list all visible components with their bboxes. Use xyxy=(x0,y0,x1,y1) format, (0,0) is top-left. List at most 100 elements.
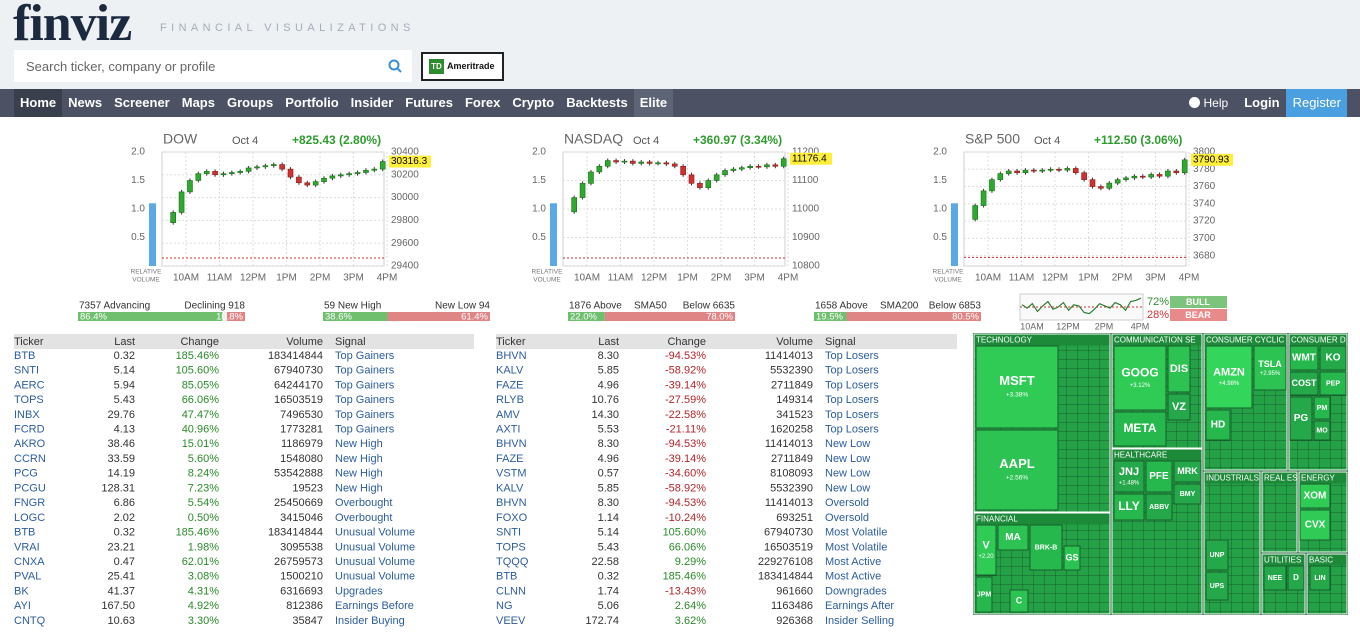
table-cell[interactable]: Top Losers xyxy=(825,394,879,406)
table-cell[interactable]: New Low xyxy=(825,453,870,465)
table-cell[interactable]: TOPS xyxy=(14,394,44,406)
nav-link[interactable]: Help xyxy=(1183,89,1235,117)
nav-link[interactable]: Register xyxy=(1285,89,1347,117)
table-cell[interactable]: FCRD xyxy=(14,424,45,436)
nav-link[interactable]: Elite xyxy=(633,89,674,117)
heatmap-tile[interactable] xyxy=(975,345,1059,429)
table-cell[interactable]: Unusual Volume xyxy=(335,527,415,539)
nav-link[interactable]: Backtests xyxy=(566,95,628,110)
heatmap-tile[interactable] xyxy=(1167,393,1191,421)
heatmap-tile[interactable] xyxy=(1029,524,1063,571)
table-cell[interactable]: New High xyxy=(335,438,383,450)
heatmap-tile[interactable] xyxy=(1263,565,1287,591)
table-cell[interactable]: CCRN xyxy=(14,453,46,465)
index-title[interactable]: S&P 500 xyxy=(965,131,1020,147)
nav-link[interactable]: News xyxy=(68,95,103,110)
table-cell[interactable]: New Low xyxy=(825,438,870,450)
heatmap-tile[interactable] xyxy=(1113,411,1167,447)
nav-link[interactable]: Crypto xyxy=(512,95,555,110)
nav-link[interactable]: Screener xyxy=(114,95,170,110)
nav-link[interactable]: Insider xyxy=(350,95,394,110)
heatmap-tile[interactable] xyxy=(1113,493,1145,521)
heatmap-tile[interactable] xyxy=(1319,345,1347,371)
table-cell[interactable]: PCGU xyxy=(14,482,46,494)
table-cell[interactable]: BTB xyxy=(496,571,517,583)
heatmap-tile[interactable] xyxy=(1145,493,1173,521)
heatmap-tile[interactable] xyxy=(1205,409,1231,441)
table-cell[interactable]: Top Gainers xyxy=(335,424,395,436)
heatmap-tile[interactable] xyxy=(975,576,993,613)
nav-link[interactable]: Portfolio xyxy=(285,95,339,110)
table-cell[interactable]: Earnings After xyxy=(825,600,894,612)
table-cell[interactable]: Earnings Before xyxy=(335,600,414,612)
heatmap-tile[interactable] xyxy=(1145,460,1173,493)
table-cell[interactable]: Top Losers xyxy=(825,350,879,362)
table-cell[interactable]: PCG xyxy=(14,468,38,480)
table-cell[interactable]: Top Gainers xyxy=(335,365,395,377)
heatmap-tile[interactable] xyxy=(1063,545,1081,571)
nav-link[interactable]: Groups xyxy=(226,95,274,110)
table-cell[interactable]: BHVN xyxy=(496,350,527,362)
heatmap-tile[interactable] xyxy=(1009,589,1029,613)
table-cell[interactable]: SNTI xyxy=(14,365,39,377)
table-cell[interactable]: BTB xyxy=(14,350,35,362)
heatmap-tile[interactable] xyxy=(1167,345,1191,393)
index-title[interactable]: DOW xyxy=(163,131,198,147)
table-cell[interactable]: Top Gainers xyxy=(335,350,395,362)
heatmap-tile[interactable] xyxy=(1287,565,1305,591)
table-cell[interactable]: RLYB xyxy=(496,394,524,406)
heatmap-tile[interactable] xyxy=(1113,460,1145,493)
table-cell[interactable]: Unusual Volume xyxy=(335,571,415,583)
table-cell[interactable]: Top Gainers xyxy=(335,409,395,421)
heatmap-tile[interactable] xyxy=(975,429,1059,511)
nav-link[interactable]: Login xyxy=(1244,95,1280,110)
table-cell[interactable]: FAZE xyxy=(496,379,524,391)
heatmap-tile[interactable] xyxy=(1289,396,1313,441)
table-cell[interactable]: Top Gainers xyxy=(335,394,395,406)
nav-link[interactable]: Futures xyxy=(405,95,453,110)
heatmap-tile[interactable] xyxy=(1289,371,1319,396)
table-cell[interactable]: VEEV xyxy=(496,615,526,627)
table-cell[interactable]: Overbought xyxy=(335,512,392,524)
table-cell[interactable]: LOGC xyxy=(14,512,45,524)
table-cell[interactable]: TOPS xyxy=(496,541,526,553)
heatmap-tile[interactable] xyxy=(1253,345,1287,391)
heatmap-tile[interactable] xyxy=(1313,420,1331,441)
table-cell[interactable]: FOXO xyxy=(496,512,528,524)
table-cell[interactable]: NG xyxy=(496,600,513,612)
table-cell[interactable]: KALV xyxy=(496,365,524,377)
table-cell[interactable]: BHVN xyxy=(496,438,527,450)
heatmap-tile[interactable] xyxy=(1173,460,1202,483)
heatmap-tile[interactable] xyxy=(975,524,997,576)
table-cell[interactable]: Insider Buying xyxy=(335,615,405,627)
table-cell[interactable]: Most Volatile xyxy=(825,541,887,553)
heatmap-tile[interactable] xyxy=(1205,345,1253,409)
table-cell[interactable]: BHVN xyxy=(496,497,527,509)
table-cell[interactable]: New High xyxy=(335,468,383,480)
table-cell[interactable]: BK xyxy=(14,585,29,597)
nav-link[interactable]: Home xyxy=(14,89,63,117)
table-cell[interactable]: AYI xyxy=(14,600,31,612)
table-cell[interactable]: VSTM xyxy=(496,468,527,480)
table-cell[interactable]: New Low xyxy=(825,482,870,494)
table-cell[interactable]: Oversold xyxy=(825,512,869,524)
nav-link[interactable]: Maps xyxy=(181,95,215,110)
table-cell[interactable]: Unusual Volume xyxy=(335,541,415,553)
table-cell[interactable]: AERC xyxy=(14,379,45,391)
table-cell[interactable]: TQQQ xyxy=(496,556,529,568)
heatmap-tile[interactable] xyxy=(1113,345,1167,411)
heatmap-tile[interactable] xyxy=(1319,371,1347,396)
table-cell[interactable]: CNXA xyxy=(14,556,45,568)
table-cell[interactable]: New High xyxy=(335,453,383,465)
table-cell[interactable]: Most Volatile xyxy=(825,527,887,539)
table-cell[interactable]: CNTQ xyxy=(14,615,46,627)
table-cell[interactable]: Overbought xyxy=(335,497,392,509)
table-cell[interactable]: CLNN xyxy=(496,585,526,597)
heatmap-tile[interactable] xyxy=(1173,483,1202,505)
table-cell[interactable]: New High xyxy=(335,482,383,494)
heatmap-tile[interactable] xyxy=(1205,539,1229,571)
logo[interactable]: finviz xyxy=(13,0,132,52)
table-cell[interactable]: FNGR xyxy=(14,497,45,509)
table-cell[interactable]: AKRO xyxy=(14,438,46,450)
search-box[interactable]: Search ticker, company or profile xyxy=(14,50,412,82)
